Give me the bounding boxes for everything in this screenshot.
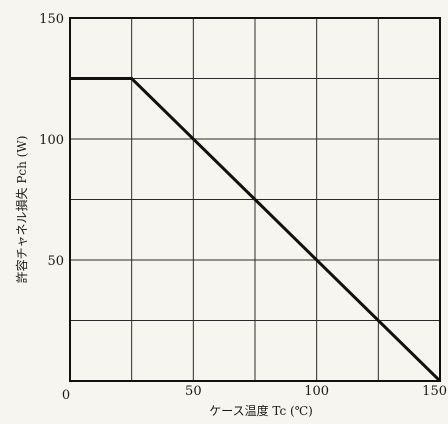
series-line xyxy=(70,77,442,383)
x-tick-label: 50 xyxy=(185,384,202,399)
plot-frame xyxy=(69,17,441,382)
y-tick-label: 100 xyxy=(39,133,64,148)
y-tick-label: 150 xyxy=(39,12,64,27)
x-tick-label: 100 xyxy=(304,384,329,399)
series-group xyxy=(70,77,442,383)
origin-tick-label: 0 xyxy=(62,388,70,403)
grid xyxy=(70,18,440,381)
y-tick-label: 50 xyxy=(47,254,64,269)
x-tick-label: 150 xyxy=(422,384,447,399)
y-tick-labels: 50 100 150 xyxy=(39,12,64,269)
y-axis-label: 許容チャネル損失 Pch (W) xyxy=(14,136,29,284)
x-axis-label: ケース温度 Tc (℃) xyxy=(209,403,313,418)
x-tick-labels: 50 100 150 xyxy=(185,384,447,399)
